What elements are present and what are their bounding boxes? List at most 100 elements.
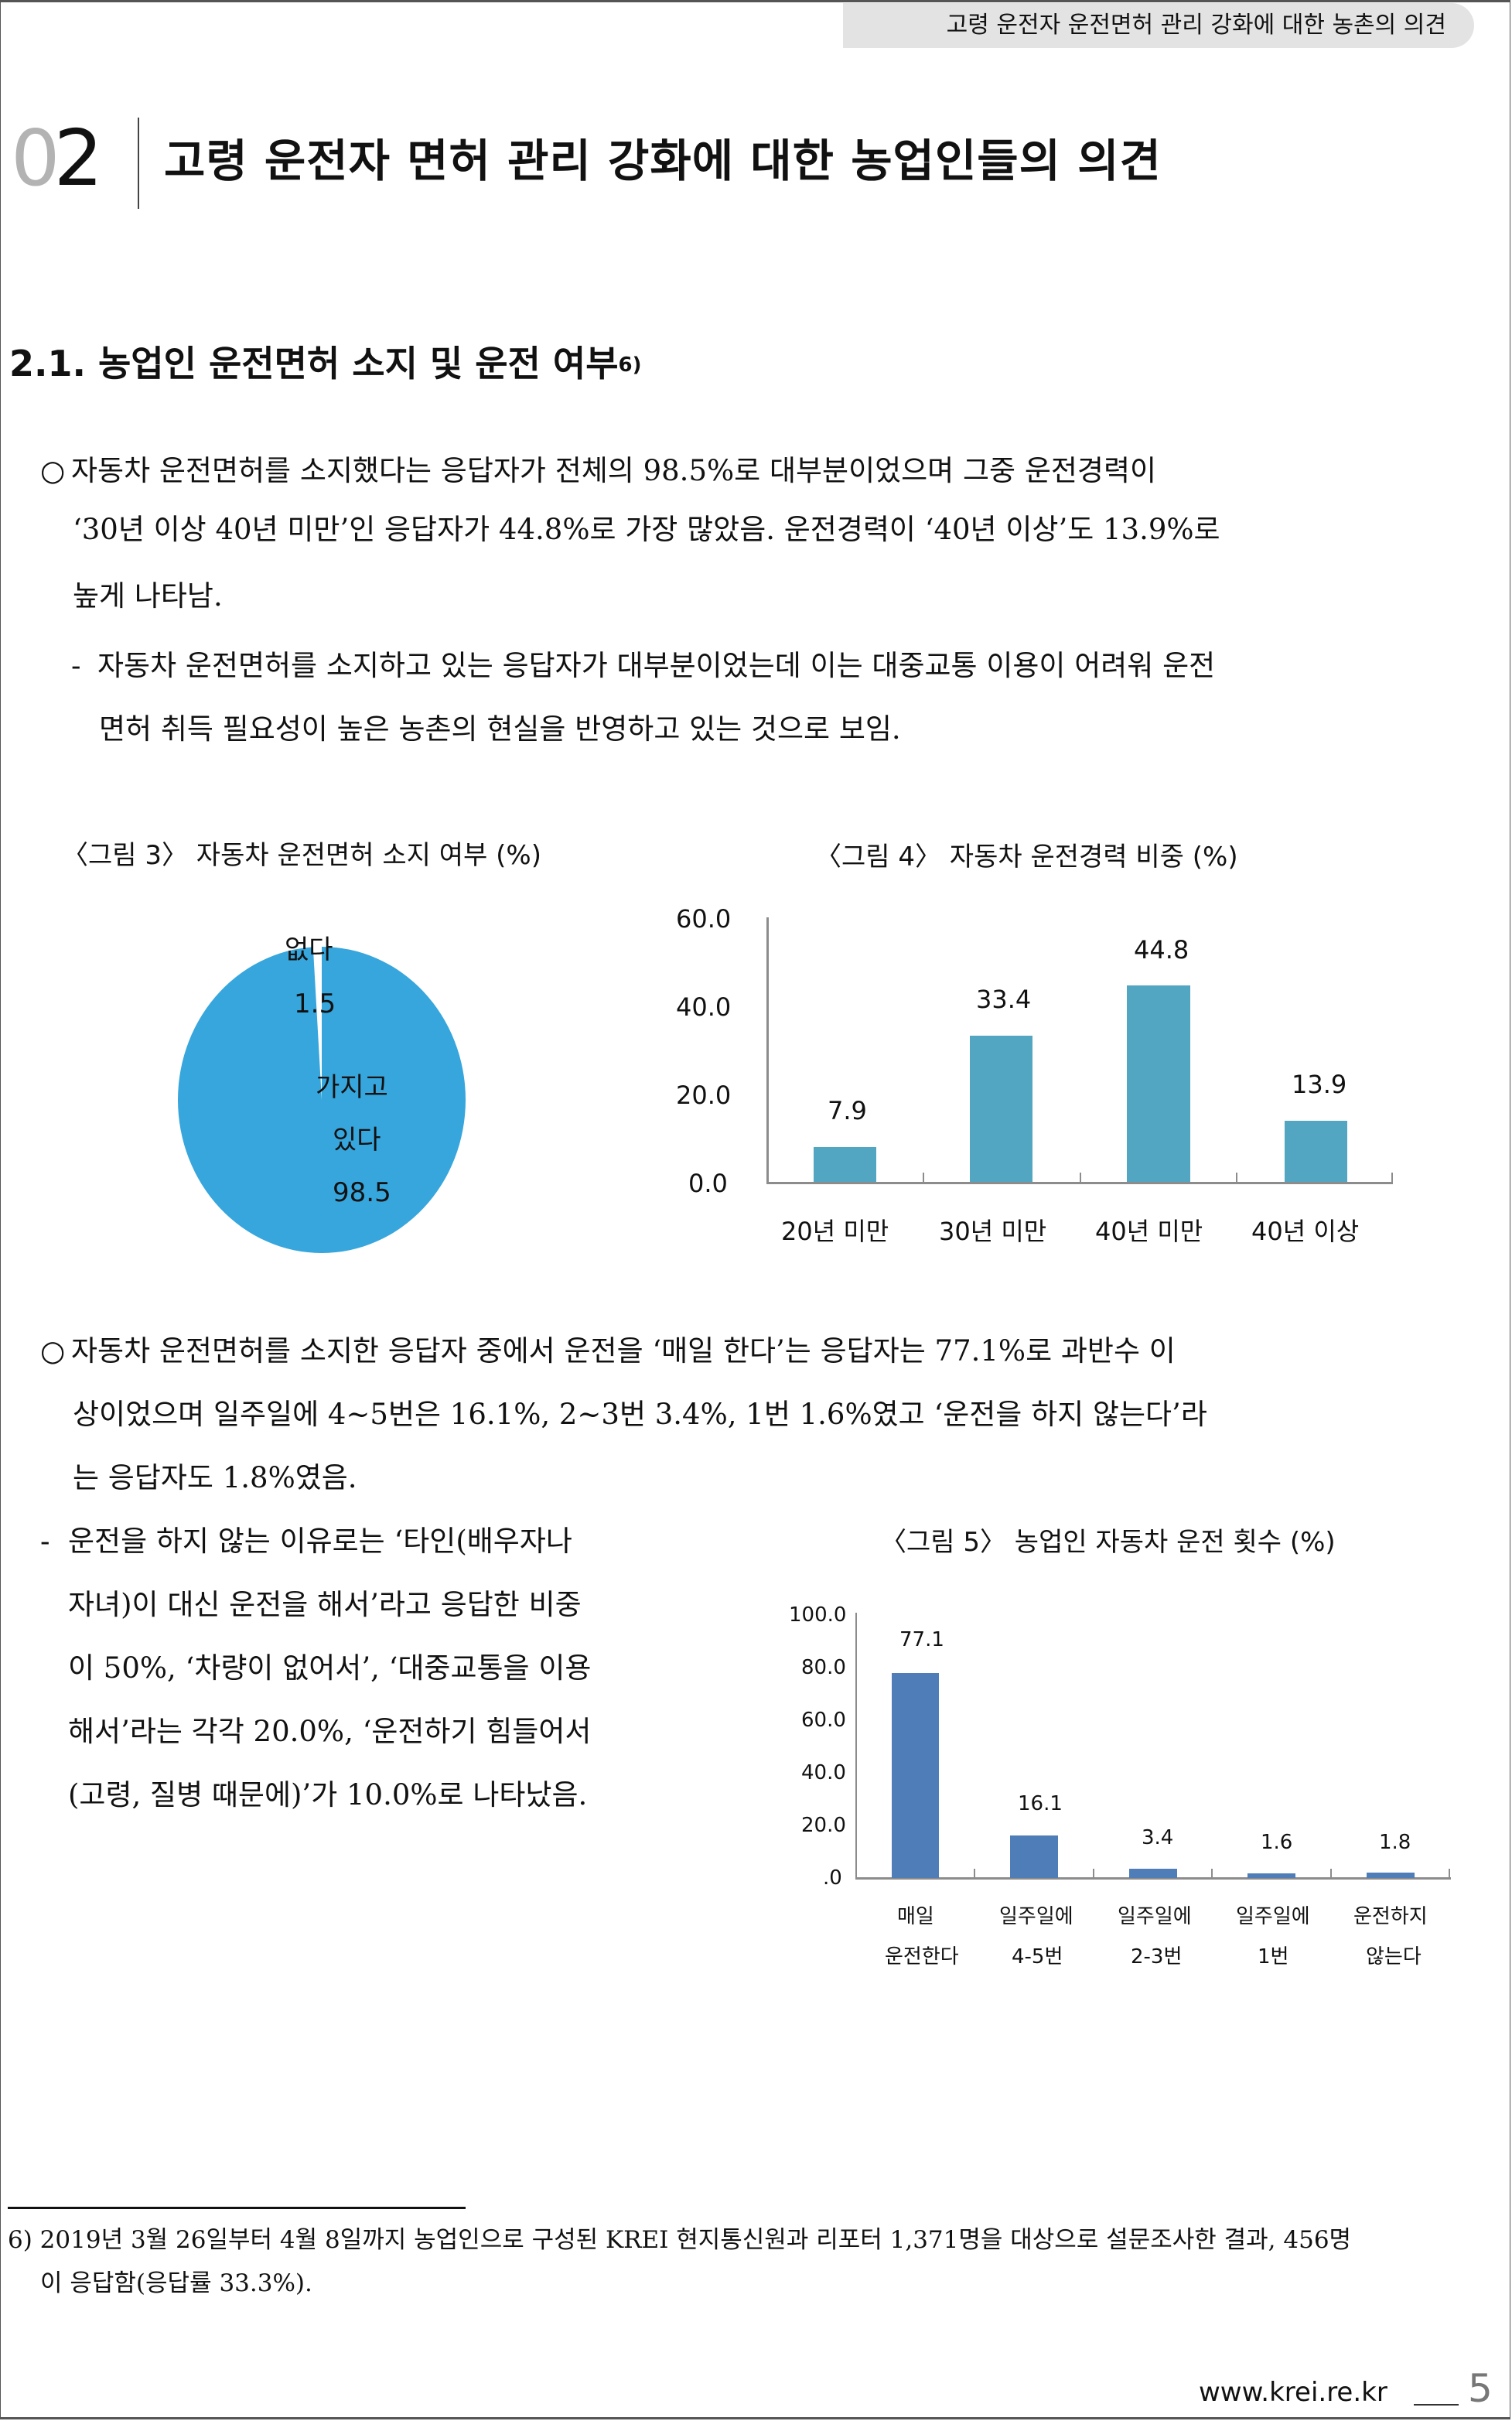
bar-2-3-per-week xyxy=(1129,1869,1177,1878)
bar-4-5-per-week xyxy=(1010,1835,1058,1878)
x-category-label: 운전한다 xyxy=(885,1945,959,1969)
x-tick-mark xyxy=(1391,1173,1393,1183)
y-tick: 0.0 xyxy=(688,1169,728,1198)
bar-value-label: 33.4 xyxy=(976,985,1032,1014)
paragraph-text: 자동차 운전면허를 소지했다는 응답자가 전체의 98.5%로 대부분이었으며 … xyxy=(71,454,1157,487)
x-category-label: 4-5번 xyxy=(1012,1945,1063,1969)
bar-over-40-years xyxy=(1285,1121,1347,1182)
y-tick: 20.0 xyxy=(676,1081,732,1110)
paragraph-2-sub-line-4: 해서’라는 각각 20.0%, ‘운전하기 힘들어서 xyxy=(68,1715,592,1748)
chapter-number-suffix: 2 xyxy=(53,113,104,203)
x-category-label: 운전하지 xyxy=(1353,1905,1428,1928)
x-category-label: 20년 미만 xyxy=(781,1217,889,1246)
y-tick: 60.0 xyxy=(676,904,732,934)
figure-3-pie-chart xyxy=(176,945,467,1255)
y-axis xyxy=(855,1613,857,1879)
bar-value-label: 3.4 xyxy=(1142,1826,1174,1849)
section-title: 2.1. 농업인 운전면허 소지 및 운전 여부6) xyxy=(9,340,642,387)
x-axis xyxy=(855,1877,1451,1880)
pie-label-have-line2: 있다 xyxy=(333,1125,381,1156)
y-axis xyxy=(766,917,769,1183)
footnote-divider xyxy=(8,2207,466,2209)
x-tick-mark xyxy=(1211,1869,1213,1878)
paragraph-2-sub-line-1: - 운전을 하지 않는 이유로는 ‘타인(배우자나 xyxy=(40,1514,572,1569)
x-category-label: 40년 이상 xyxy=(1251,1217,1360,1246)
bullet-dash-icon: - xyxy=(40,1525,50,1558)
paragraph-1-line-2: ‘30년 이상 40년 미만’인 응답자가 44.8%로 가장 많았음. 운전경… xyxy=(73,513,1220,546)
paragraph-1-line-3: 높게 나타남. xyxy=(73,579,223,613)
bar-value-label: 1.6 xyxy=(1261,1831,1293,1854)
figure-4-caption: 〈그림 4〉 자동차 운전경력 비중 (%) xyxy=(815,842,1238,872)
paragraph-1-sub-line-1: - 자동차 운전면허를 소지하고 있는 응답자가 대부분이었는데 이는 대중교통 … xyxy=(71,639,1215,693)
chapter-number: 02 xyxy=(11,113,104,203)
x-category-label: 1번 xyxy=(1258,1945,1289,1969)
x-tick-mark xyxy=(1093,1869,1094,1878)
paragraph-text: 자동차 운전면허를 소지한 응답자 중에서 운전을 ‘매일 한다’는 응답자는 … xyxy=(71,1334,1176,1368)
page-number: 5 xyxy=(1468,2366,1493,2411)
y-tick: .0 xyxy=(823,1866,842,1890)
footer-url-link[interactable]: www.krei.re.kr xyxy=(1199,2377,1387,2408)
footnote-line-2: 이 응답함(응답률 33.3%). xyxy=(40,2269,312,2297)
figure-5-caption: 〈그림 5〉 농업인 자동차 운전 횟수 (%) xyxy=(880,1527,1336,1558)
bar-value-label: 44.8 xyxy=(1134,935,1189,965)
x-tick-mark xyxy=(1330,1869,1332,1878)
paragraph-2-line-1: ○ 자동차 운전면허를 소지한 응답자 중에서 운전을 ‘매일 한다’는 응답자는… xyxy=(40,1324,1176,1378)
paragraph-2-sub-line-2: 자녀)이 대신 운전을 해서’라고 응답한 비중 xyxy=(68,1588,582,1621)
y-tick: 20.0 xyxy=(801,1814,846,1837)
paragraph-1-sub-line-2: 면허 취득 필요성이 높은 농촌의 현실을 반영하고 있는 것으로 보임. xyxy=(99,712,901,746)
section-title-text: 2.1. 농업인 운전면허 소지 및 운전 여부 xyxy=(9,343,619,384)
paragraph-1-line-1: ○ 자동차 운전면허를 소지했다는 응답자가 전체의 98.5%로 대부분이었으며… xyxy=(40,444,1156,498)
bar-value-label: 7.9 xyxy=(828,1096,867,1125)
y-tick: 80.0 xyxy=(801,1656,846,1679)
bar-value-label: 1.8 xyxy=(1379,1831,1411,1854)
bar-value-label: 13.9 xyxy=(1292,1070,1347,1099)
pie-chart-graphic xyxy=(178,945,466,1253)
bar-no-driving xyxy=(1367,1873,1415,1878)
bullet-dash-icon: - xyxy=(71,649,81,682)
x-category-label: 일주일에 xyxy=(999,1905,1073,1928)
x-category-label: 일주일에 xyxy=(1236,1905,1310,1928)
chapter-divider xyxy=(138,118,139,209)
x-category-label: 30년 미만 xyxy=(939,1217,1047,1246)
figure-3-caption: 〈그림 3〉 자동차 운전면허 소지 여부 (%) xyxy=(62,840,541,871)
chapter-title: 고령 운전자 면허 관리 강화에 대한 농업인들의 의견 xyxy=(164,135,1162,187)
x-category-label: 일주일에 xyxy=(1118,1905,1192,1928)
pie-label-none: 없다 xyxy=(285,934,333,965)
x-tick-mark xyxy=(1236,1173,1237,1183)
y-tick: 40.0 xyxy=(801,1761,846,1784)
y-tick: 60.0 xyxy=(801,1709,846,1732)
paragraph-text: 자동차 운전면허를 소지하고 있는 응답자가 대부분이었는데 이는 대중교통 이… xyxy=(97,649,1216,682)
pie-label-have-line1: 가지고 xyxy=(316,1072,388,1103)
footer-rule xyxy=(1414,2404,1459,2406)
x-category-label: 않는다 xyxy=(1366,1945,1422,1969)
bar-value-label: 16.1 xyxy=(1018,1792,1063,1815)
bar-under-40-years xyxy=(1127,985,1190,1182)
y-tick: 100.0 xyxy=(789,1603,847,1627)
footnote-line-1: 6) 2019년 3월 26일부터 4월 8일까지 농업인으로 구성된 KREI… xyxy=(8,2226,1352,2254)
paragraph-2-sub-line-3: 이 50%, ‘차량이 없어서’, ‘대중교통을 이용 xyxy=(68,1651,592,1685)
paragraph-text: 운전을 하지 않는 이유로는 ‘타인(배우자나 xyxy=(68,1525,572,1558)
pie-value-have: 98.5 xyxy=(333,1177,391,1208)
paragraph-2-line-3: 는 응답자도 1.8%였음. xyxy=(73,1461,357,1494)
y-tick: 40.0 xyxy=(676,992,732,1022)
paragraph-2-sub-line-5: (고령, 질병 때문에)’가 10.0%로 나타났음. xyxy=(68,1778,588,1811)
running-header: 고령 운전자 운전면허 관리 강화에 대한 농촌의 의견 xyxy=(843,3,1474,48)
bar-1-per-week xyxy=(1247,1873,1295,1878)
x-category-label: 매일 xyxy=(897,1905,934,1928)
bar-daily xyxy=(892,1673,939,1878)
x-category-label: 2-3번 xyxy=(1131,1945,1183,1969)
bar-value-label: 77.1 xyxy=(899,1628,944,1651)
bar-under-20-years xyxy=(814,1147,876,1182)
bullet-circle-icon: ○ xyxy=(40,454,66,487)
x-category-label: 40년 미만 xyxy=(1095,1217,1203,1246)
paragraph-2-line-2: 상이었으며 일주일에 4~5번은 16.1%, 2~3번 3.4%, 1번 1.… xyxy=(73,1398,1207,1431)
chapter-number-prefix: 0 xyxy=(11,113,60,203)
x-tick-mark xyxy=(1449,1869,1450,1878)
bar-under-30-years xyxy=(970,1036,1032,1182)
footnote-ref[interactable]: 6) xyxy=(618,353,642,377)
x-tick-mark xyxy=(974,1869,975,1878)
x-tick-mark xyxy=(923,1173,924,1183)
footnote: 6) 2019년 3월 26일부터 4월 8일까지 농업인으로 구성된 KREI… xyxy=(8,2218,1477,2305)
bullet-circle-icon: ○ xyxy=(40,1334,66,1368)
pie-value-none: 1.5 xyxy=(294,989,336,1019)
